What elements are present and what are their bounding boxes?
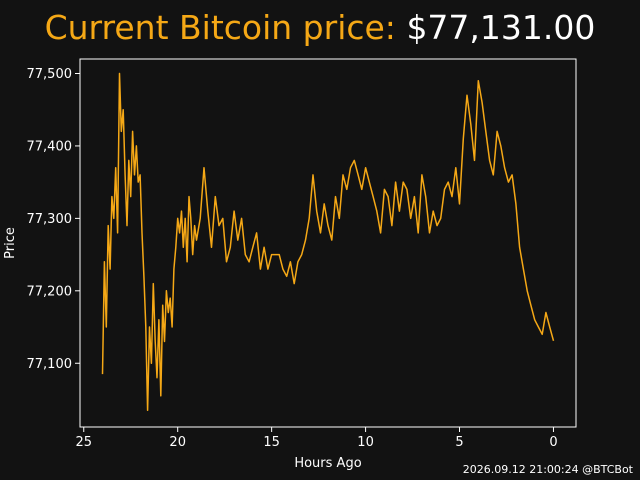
chart-title: Current Bitcoin price: $77,131.00 bbox=[0, 8, 640, 47]
x-axis-ticks: 25 20 15 10 5 0 bbox=[75, 427, 558, 450]
title-label: Current Bitcoin price: bbox=[44, 8, 396, 47]
x-tick-label: 20 bbox=[169, 435, 186, 450]
current-price: $77,131.00 bbox=[406, 8, 596, 47]
x-tick-label: 5 bbox=[455, 435, 463, 450]
x-tick-label: 25 bbox=[75, 435, 92, 450]
price-line bbox=[101, 72, 555, 412]
plot-frame bbox=[79, 58, 577, 428]
y-tick-label: 77,200 bbox=[27, 284, 73, 299]
y-axis-label: Price bbox=[3, 227, 18, 259]
y-tick-label: 77,500 bbox=[27, 67, 73, 82]
y-axis-ticks: 77,100 77,200 77,300 77,400 77,500 bbox=[27, 67, 80, 372]
y-tick-label: 77,400 bbox=[27, 139, 73, 154]
x-tick-label: 0 bbox=[549, 435, 557, 450]
y-tick-label: 77,100 bbox=[27, 357, 73, 372]
x-axis-label: Hours Ago bbox=[294, 456, 361, 471]
footer-timestamp: 2026.09.12 21:00:24 @BTCBot bbox=[462, 463, 633, 476]
y-tick-label: 77,300 bbox=[27, 212, 73, 227]
x-tick-label: 10 bbox=[357, 435, 374, 450]
x-tick-label: 15 bbox=[263, 435, 280, 450]
